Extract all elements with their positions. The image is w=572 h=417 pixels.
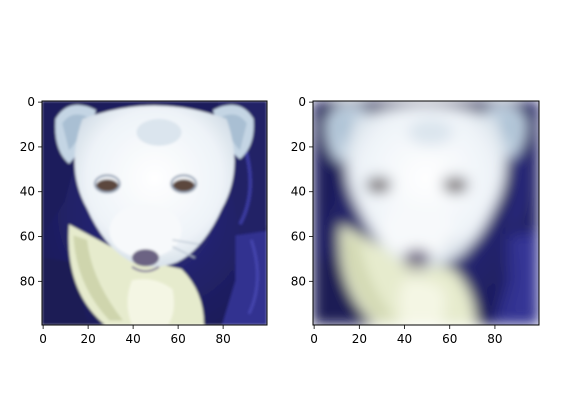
- y-axis-ticks: 0 20 40 60 80: [291, 95, 313, 288]
- x-tick-label: 40: [397, 332, 412, 346]
- y-tick-label: 80: [291, 274, 306, 288]
- x-tick-label: 0: [39, 332, 47, 346]
- y-tick-label: 0: [298, 95, 306, 109]
- y-tick-label: 60: [291, 230, 306, 244]
- x-tick-label: 60: [170, 332, 185, 346]
- x-tick-label: 0: [310, 332, 318, 346]
- image-puppy-original: [42, 101, 267, 325]
- subplot-blurred: 0 20 40 60 80 0 20 40 60 80: [291, 95, 539, 346]
- x-tick-label: 20: [80, 332, 95, 346]
- y-tick-label: 0: [27, 95, 35, 109]
- y-tick-label: 80: [20, 274, 35, 288]
- subplot-original: 0 20 40 60 80 0 20 40 60 80: [20, 95, 267, 346]
- x-tick-label: 80: [487, 332, 502, 346]
- x-tick-label: 60: [442, 332, 457, 346]
- y-axis-ticks: 0 20 40 60 80: [20, 95, 42, 288]
- x-axis-ticks: 0 20 40 60 80: [310, 325, 502, 346]
- image-puppy-blurred: [313, 101, 539, 325]
- y-tick-label: 20: [291, 140, 306, 154]
- y-tick-label: 40: [291, 185, 306, 199]
- x-axis-ticks: 0 20 40 60 80: [39, 325, 230, 346]
- x-tick-label: 20: [352, 332, 367, 346]
- y-tick-label: 60: [20, 230, 35, 244]
- y-tick-label: 40: [20, 185, 35, 199]
- x-tick-label: 40: [125, 332, 140, 346]
- x-tick-label: 80: [215, 332, 230, 346]
- y-tick-label: 20: [20, 140, 35, 154]
